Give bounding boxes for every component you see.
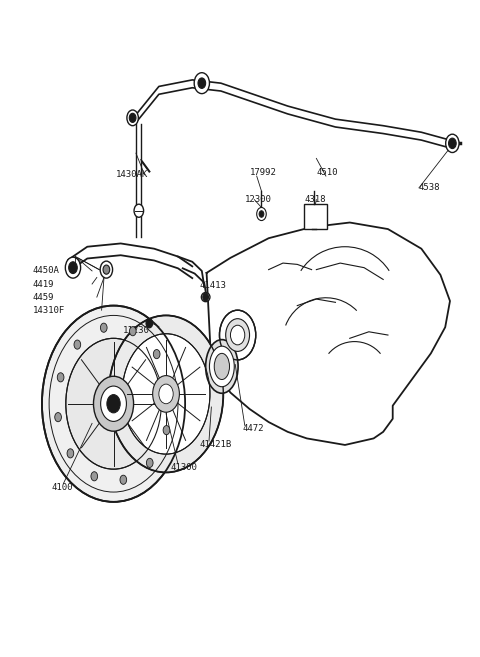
Circle shape (74, 340, 81, 349)
Text: 4318: 4318 (304, 195, 326, 204)
Circle shape (122, 334, 210, 454)
Circle shape (69, 261, 77, 273)
Circle shape (42, 306, 185, 502)
Circle shape (127, 110, 138, 125)
Circle shape (166, 386, 172, 395)
Circle shape (219, 310, 256, 360)
Circle shape (226, 319, 250, 351)
Circle shape (100, 323, 107, 332)
Text: 17992: 17992 (250, 168, 276, 177)
Circle shape (146, 319, 153, 328)
Circle shape (57, 373, 64, 382)
Text: 41413: 41413 (199, 281, 226, 290)
Text: 4510: 4510 (316, 168, 338, 177)
Circle shape (194, 73, 209, 94)
Circle shape (94, 376, 133, 431)
Text: 4419: 4419 (33, 279, 54, 288)
Circle shape (153, 350, 160, 359)
Circle shape (448, 138, 456, 148)
Text: 14310F: 14310F (33, 306, 65, 315)
Circle shape (109, 315, 223, 472)
Text: 4538: 4538 (419, 183, 441, 193)
Text: 4450A: 4450A (33, 267, 60, 275)
Text: 4459: 4459 (33, 292, 54, 302)
Circle shape (107, 395, 120, 413)
Circle shape (134, 204, 144, 217)
Circle shape (130, 327, 136, 336)
Circle shape (446, 134, 459, 152)
Circle shape (55, 413, 61, 422)
Circle shape (230, 325, 245, 345)
Text: 11230: 11230 (123, 326, 150, 335)
Circle shape (146, 459, 153, 467)
Ellipse shape (205, 340, 238, 394)
Text: 4100: 4100 (51, 483, 73, 492)
Ellipse shape (201, 292, 210, 302)
Bar (304, 204, 327, 229)
Circle shape (129, 113, 136, 122)
Circle shape (198, 78, 205, 89)
Circle shape (100, 261, 113, 278)
Circle shape (259, 211, 264, 217)
Text: 12300: 12300 (245, 195, 272, 204)
Circle shape (65, 257, 81, 278)
Circle shape (153, 376, 180, 412)
Text: 4472: 4472 (242, 424, 264, 433)
Ellipse shape (214, 353, 229, 380)
Text: 41300: 41300 (171, 463, 198, 472)
Text: 41421B: 41421B (199, 440, 232, 449)
Circle shape (163, 426, 170, 435)
Ellipse shape (209, 346, 234, 387)
Circle shape (257, 208, 266, 221)
Circle shape (66, 338, 161, 469)
Circle shape (103, 265, 110, 274)
Text: 1430AK: 1430AK (116, 170, 148, 179)
Circle shape (159, 384, 173, 404)
Circle shape (203, 293, 208, 301)
Circle shape (120, 475, 127, 484)
Circle shape (91, 472, 97, 481)
Circle shape (101, 386, 126, 421)
Circle shape (67, 449, 74, 458)
